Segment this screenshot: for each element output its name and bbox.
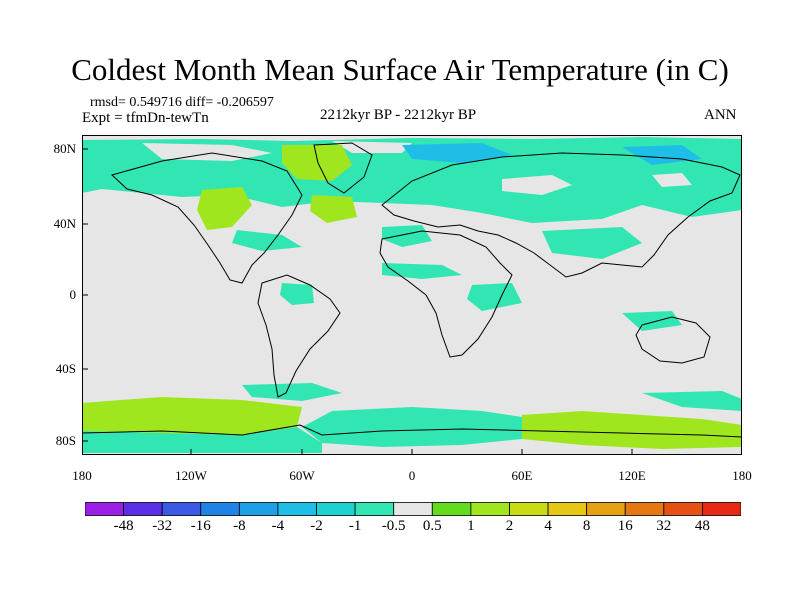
- lat-label-0: 0: [69, 287, 77, 302]
- rmsd-diff-stats: rmsd= 0.549716 diff= -0.206597: [90, 95, 274, 110]
- south-america-outline: [257, 274, 341, 398]
- temperature-map: [82, 135, 742, 455]
- colorbar-label: -16: [190, 518, 211, 534]
- colorbar-box: [123, 502, 163, 516]
- colorbar-box: [509, 502, 549, 516]
- colorbar-box: [316, 502, 356, 516]
- colorbar-label: 1: [467, 518, 475, 534]
- indian-ocean-cool-patch: [622, 311, 682, 331]
- southern-ocean-cool-patch: [242, 383, 342, 401]
- colorbar-box: [200, 502, 240, 516]
- colorbar-box: [277, 502, 317, 516]
- antarctic-warm-band: [82, 397, 302, 435]
- cool-patch: [232, 230, 302, 251]
- antarctic-cool-band: [302, 407, 522, 447]
- colorbar-box: [702, 502, 741, 516]
- colorbar-label: -8: [233, 518, 246, 534]
- colorbar-label: 0.5: [422, 518, 442, 534]
- lat-label-40n: 40N: [53, 216, 76, 231]
- australia-outline: [635, 316, 711, 364]
- colorbar-box: [624, 502, 665, 516]
- arctic-clear-patch: [652, 173, 692, 187]
- lon-label-60e: 60E: [511, 468, 533, 483]
- antarctic-warm-band: [522, 411, 742, 449]
- antarctic-cool-band: [82, 427, 322, 453]
- lon-label-60w: 60W: [289, 468, 315, 483]
- greenland-outline: [313, 142, 373, 194]
- colorbar-box: [470, 502, 510, 516]
- greenland-warm-patch: [310, 195, 357, 223]
- atlantic-cool-patch: [382, 225, 432, 247]
- lat-label-80n: 80N: [53, 141, 76, 156]
- lon-label-120w: 120W: [175, 468, 207, 483]
- lon-label-180e: 180: [732, 468, 752, 483]
- colorbar-label: -1: [348, 518, 362, 534]
- colorbar-label: 8: [582, 518, 591, 534]
- colorbar-label: -4: [271, 518, 285, 534]
- colorbar-label: 16: [617, 518, 633, 534]
- north-america-warm-patch: [282, 145, 352, 181]
- lon-label-0: 0: [408, 468, 416, 483]
- colorbar-box: [238, 502, 279, 516]
- experiment-label: Expt = tfmDn-tewTn: [82, 110, 209, 126]
- colorbar-box: [393, 502, 433, 516]
- lon-label-120e: 120E: [618, 468, 646, 483]
- central-asia-cool-patch: [542, 227, 642, 259]
- arctic-clear-patch: [142, 143, 272, 161]
- colorbar-label: 32: [656, 518, 672, 534]
- map-title: Coldest Month Mean Surface Air Temperatu…: [71, 52, 729, 87]
- colorbar-box: [663, 502, 703, 516]
- colorbar-label: 2: [505, 518, 514, 534]
- axis-ticks: [82, 148, 633, 455]
- colorbar-box: [354, 502, 395, 516]
- north-america-outline: [111, 152, 303, 284]
- time-period: 2212kyr BP - 2212kyr BP: [320, 107, 477, 123]
- lat-label-40s: 40S: [55, 361, 76, 376]
- colorbar-label: -0.5: [381, 518, 406, 534]
- colorbar-label: -48: [113, 518, 134, 534]
- antarctica-outline: [82, 424, 742, 438]
- colorbar-label: 4: [544, 518, 552, 534]
- colorbar-box: [161, 502, 202, 516]
- arctic-clear-patch: [502, 175, 572, 195]
- north-america-warm-patch: [197, 187, 252, 230]
- colorbar-box: [586, 502, 626, 516]
- continent-outlines: [82, 142, 742, 438]
- southern-ocean-cool-patch: [642, 391, 742, 411]
- colorbar-box: [85, 502, 124, 516]
- season-label: ANN: [704, 107, 737, 123]
- colorbar-label: 48: [694, 518, 710, 534]
- colorbar-label: -32: [152, 518, 173, 534]
- eurasia-outline: [381, 152, 741, 278]
- lon-label-180w: 180: [72, 468, 92, 483]
- indian-ocean-cool-patch: [467, 283, 522, 311]
- colorbar: [85, 502, 741, 516]
- cool-deep-patch: [402, 143, 512, 163]
- tropical-cool-patch: [382, 263, 462, 279]
- lat-label-80s: 80S: [55, 433, 76, 448]
- colorbar-box: [431, 502, 472, 516]
- cool-deep-patch: [622, 145, 702, 165]
- africa-outline: [379, 230, 513, 358]
- arctic-clear-patch: [332, 141, 412, 153]
- colorbar-label: -2: [310, 518, 323, 534]
- tropical-cool-patch: [280, 283, 314, 305]
- colorbar-box: [547, 502, 588, 516]
